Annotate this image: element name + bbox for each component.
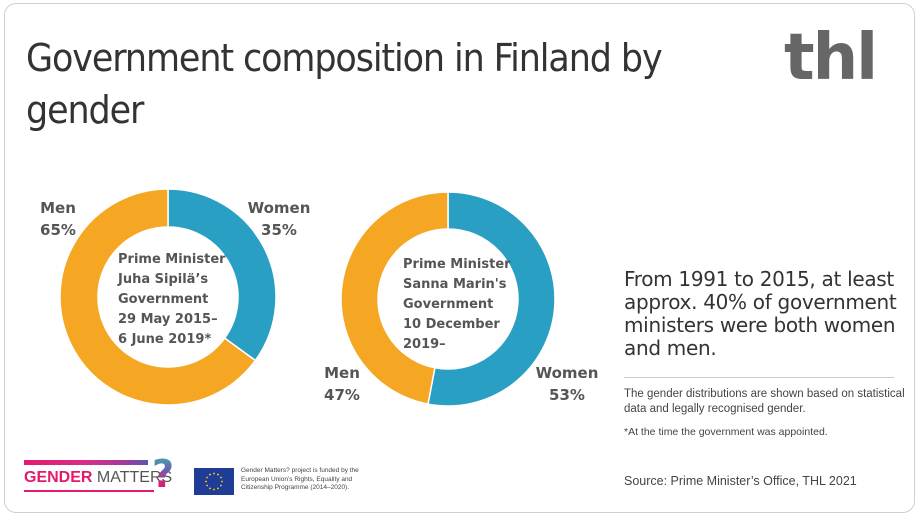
gender-matters-logo: GENDER MATTERS ? — [24, 454, 176, 496]
slice-label-women: Women 53% — [532, 362, 602, 406]
thl-logo: thl — [784, 21, 878, 95]
eu-funding-text: Gender Matters? project is funded by the… — [241, 467, 359, 491]
slice-value-label: 35% — [261, 221, 297, 239]
center-line: 10 December — [403, 317, 500, 332]
slice-value-label: 53% — [549, 386, 585, 404]
eu-star-icon — [217, 473, 219, 476]
center-line: Government — [403, 297, 494, 312]
eu-star-icon — [220, 484, 222, 487]
question-mark-icon: ? — [152, 452, 175, 496]
donut-slice-women — [427, 191, 556, 407]
donut-slice-women — [167, 188, 277, 362]
slice-value-label: 65% — [40, 221, 76, 239]
center-line: 2019– — [403, 337, 446, 352]
donut-slice-men — [340, 191, 449, 405]
eu-star-icon — [205, 480, 207, 483]
center-line: Sanna Marin's — [403, 277, 507, 292]
methodology-note: The gender distributions are shown based… — [624, 388, 905, 415]
logo-text: GENDER MATTERS — [24, 468, 172, 488]
slice-label-text: Men — [40, 199, 76, 217]
eu-star-icon — [206, 484, 208, 487]
logo-text-bold: GENDER — [24, 469, 93, 486]
eu-star-icon — [213, 472, 215, 475]
eu-stars — [205, 472, 223, 491]
donut-center-text-sipila: Prime Minister Juha Sipilä’s Government … — [118, 250, 226, 350]
center-line: Prime Minister — [118, 252, 226, 267]
eu-star-icon — [209, 473, 211, 476]
center-line: Juha Sipilä’s — [118, 272, 209, 287]
footnote: *At the time the government was appointe… — [624, 426, 828, 438]
eu-star-icon — [206, 476, 208, 479]
center-line: Prime Minister — [403, 257, 511, 272]
headline-text: From 1991 to 2015, at least approx. 40% … — [624, 267, 897, 360]
page-title: Government composition in Finland by gen… — [26, 36, 663, 132]
eu-star-icon — [220, 476, 222, 479]
slice-label-text: Women — [247, 199, 311, 217]
center-line: 6 June 2019* — [118, 332, 212, 347]
donut-slice-men — [59, 188, 257, 406]
eu-star-icon — [213, 488, 215, 491]
slice-value-label: 47% — [324, 386, 360, 404]
logo-text-light: MATTERS — [96, 469, 173, 486]
eu-star-icon — [209, 487, 211, 490]
eu-star-icon — [217, 487, 219, 490]
eu-star-icon — [221, 480, 223, 483]
logo-bar — [24, 460, 148, 465]
donut-chart-sipila — [59, 188, 277, 406]
divider — [624, 377, 894, 378]
infographic-card — [4, 3, 915, 513]
slice-label-men: Men 65% — [30, 197, 86, 241]
donut-chart-marin — [340, 191, 556, 407]
slice-label-women: Women 35% — [244, 197, 314, 241]
slice-label-text: Men — [324, 364, 360, 382]
center-line: 29 May 2015– — [118, 312, 218, 327]
eu-flag-icon — [194, 468, 234, 495]
slice-label-text: Women — [535, 364, 599, 382]
center-line: Government — [118, 292, 209, 307]
slice-label-men: Men 47% — [314, 362, 370, 406]
donut-center-text-marin: Prime Minister Sanna Marin's Government … — [403, 255, 511, 355]
source-text: Source: Prime Minister’s Office, THL 202… — [624, 474, 857, 488]
logo-underline — [24, 490, 154, 492]
